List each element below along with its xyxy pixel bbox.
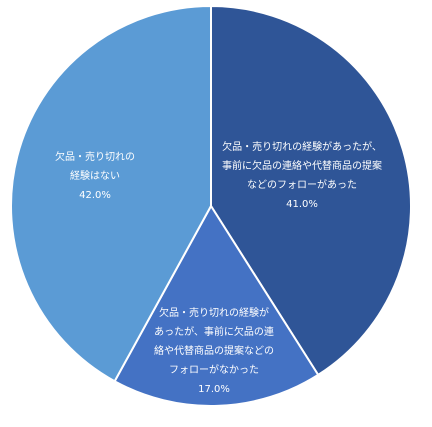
slice-label-with-followup: 欠品・売り切れの経験があったが、 事前に欠品の連絡や代替商品の提案 などのフォロ… [208,138,396,214]
slice-label-without-followup: 欠品・売り切れの経験が あったが、事前に欠品の連 絡や代替商品の提案などの フォ… [146,304,282,399]
pie-slice-no-experience [10,5,212,383]
slice-label-line: あったが、事前に欠品の連 [154,327,274,338]
slice-label-line: 絡や代替商品の提案などの [154,346,274,357]
slice-label-line: などのフォローがあった [247,180,357,191]
slice-label-line: 経験はない [70,171,120,182]
pie-slice-with-followup [210,5,413,376]
slice-label-line: フォローがなかった [169,365,259,376]
slice-label-line: 欠品・売り切れの経験が [159,308,269,319]
slice-label-line: 事前に欠品の連絡や代替商品の提案 [222,161,382,172]
slice-label-line: 欠品・売り切れの [55,152,135,163]
slice-label-no-experience: 欠品・売り切れの 経験はない 42.0% [38,148,152,205]
slice-value-label: 17.0% [198,384,230,395]
pie-slice-without-followup [113,205,320,408]
slice-value-label: 41.0% [286,199,318,210]
slice-label-line: 欠品・売り切れの経験があったが、 [222,142,382,153]
slice-value-label: 42.0% [79,190,111,201]
